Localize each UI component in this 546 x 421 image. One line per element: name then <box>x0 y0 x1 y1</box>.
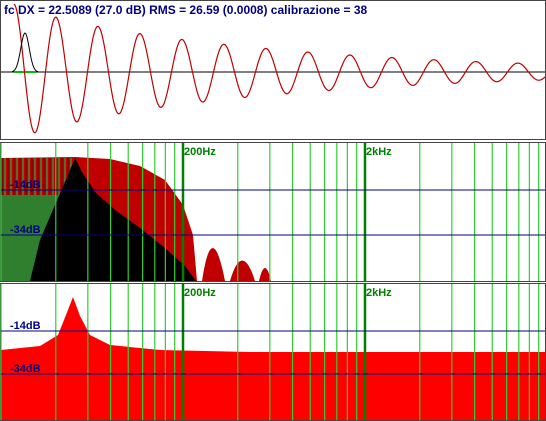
status-title: fc DX = 22.5089 (27.0 dB) RMS = 26.59 (0… <box>4 3 368 17</box>
spectrum: 200Hz 2kHz -14dB -34dB <box>0 143 545 281</box>
level-label: -14dB <box>10 179 41 191</box>
freq-label: 200Hz <box>184 287 216 299</box>
waveform-black <box>11 32 39 73</box>
freq-label: 2kHz <box>366 287 392 299</box>
waveform <box>1 3 546 134</box>
freq-label: 200Hz <box>184 146 216 158</box>
level-label: -34dB <box>10 363 41 375</box>
level-label: -14dB <box>10 320 41 332</box>
freq-label: 2kHz <box>366 146 392 158</box>
level-label: -34dB <box>10 224 41 236</box>
waveform-panel <box>0 0 546 140</box>
response: 200Hz 2kHz -14dB -34dB <box>0 284 545 420</box>
waveform-red <box>13 3 546 134</box>
response-red <box>1 297 545 420</box>
